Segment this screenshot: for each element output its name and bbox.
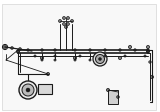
- Circle shape: [96, 55, 104, 64]
- Circle shape: [41, 50, 43, 51]
- Circle shape: [75, 50, 76, 51]
- Circle shape: [41, 59, 43, 60]
- Circle shape: [93, 52, 107, 66]
- Circle shape: [55, 50, 56, 51]
- FancyBboxPatch shape: [2, 4, 156, 110]
- Circle shape: [41, 57, 43, 58]
- Circle shape: [19, 81, 37, 99]
- Circle shape: [135, 50, 136, 51]
- Circle shape: [89, 50, 91, 51]
- Circle shape: [4, 46, 5, 47]
- Circle shape: [65, 27, 67, 28]
- Circle shape: [89, 59, 91, 60]
- Bar: [38, 84, 52, 94]
- Circle shape: [55, 59, 56, 60]
- Circle shape: [22, 84, 34, 96]
- Circle shape: [99, 57, 101, 60]
- Circle shape: [26, 88, 30, 92]
- Circle shape: [117, 97, 119, 98]
- Circle shape: [149, 61, 151, 62]
- Circle shape: [104, 50, 105, 51]
- Circle shape: [75, 57, 76, 58]
- Circle shape: [75, 59, 76, 60]
- Bar: [108, 90, 118, 104]
- Circle shape: [129, 46, 131, 47]
